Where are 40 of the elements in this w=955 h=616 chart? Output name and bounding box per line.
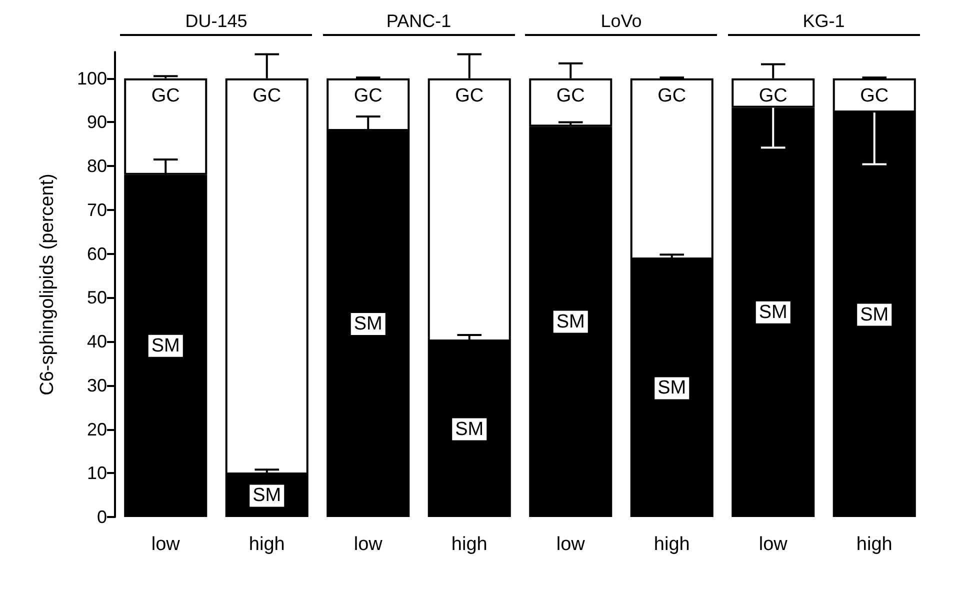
y-tick-label: 60: [86, 244, 107, 264]
x-tick-label: low: [758, 534, 788, 555]
text: GC: [455, 85, 484, 106]
series-label: SM: [252, 485, 282, 506]
text: SM: [758, 302, 788, 323]
text: SM: [556, 311, 585, 332]
y-tick-label: 50: [86, 288, 107, 308]
x-tick-label: high: [654, 534, 690, 555]
x-tick-label: low: [151, 534, 180, 555]
y-tick-label: 90: [86, 112, 107, 132]
text: DU-145: [120, 10, 312, 36]
text: SM: [658, 378, 686, 399]
series-label: GC: [758, 85, 788, 106]
y-tick-label: 10: [86, 463, 107, 484]
y-tick-label: 70: [86, 200, 107, 220]
text: KG-1: [728, 10, 920, 36]
x-tick-label: low: [556, 534, 586, 555]
y-tick-label: 20: [86, 419, 107, 440]
text: SM: [455, 418, 484, 440]
y-tick-label: 80: [86, 156, 107, 176]
text: SM: [151, 335, 180, 356]
text: SM: [354, 313, 382, 334]
text: GC: [556, 85, 585, 106]
y-tick-label: 40: [86, 332, 107, 352]
x-tick-label: high: [856, 534, 892, 555]
text: PANC-1: [322, 10, 515, 36]
x-tick-label: high: [451, 534, 488, 555]
text: GC: [658, 85, 686, 106]
x-tick-label: low: [354, 534, 383, 555]
x-tick-label: high: [248, 534, 285, 555]
text: LoVo: [525, 10, 718, 36]
y-tick-label: 0: [96, 507, 107, 527]
y-axis-title: C6-sphingolipids (percent): [37, 174, 58, 396]
text: SM: [860, 304, 889, 326]
y-tick-label: 30: [86, 375, 107, 396]
text: GC: [252, 85, 282, 106]
text: GC: [354, 85, 382, 106]
text: GC: [860, 85, 889, 106]
y-tick-label: 100: [76, 68, 107, 88]
text: GC: [151, 85, 180, 106]
